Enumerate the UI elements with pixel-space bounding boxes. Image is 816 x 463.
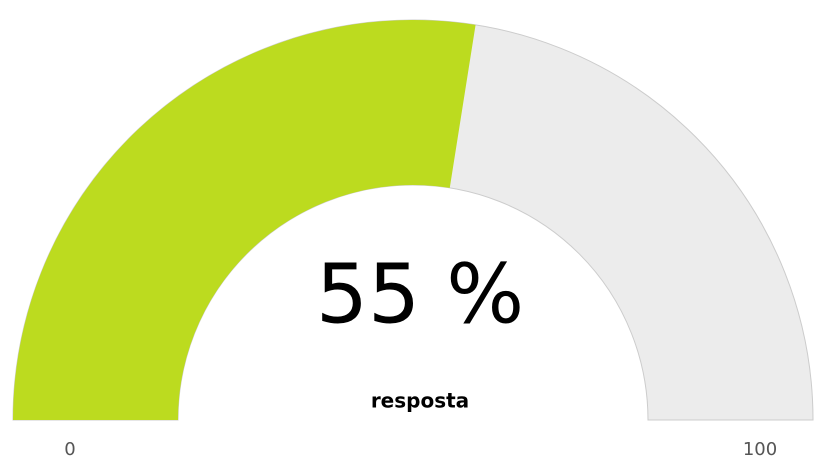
gauge-value-label: 55 % [316,247,524,342]
gauge-limit-label: 100 [743,439,777,460]
gauge-limit-label: 0 [64,439,75,460]
gauge-bar [13,20,476,421]
gauge-title: resposta [371,389,469,413]
